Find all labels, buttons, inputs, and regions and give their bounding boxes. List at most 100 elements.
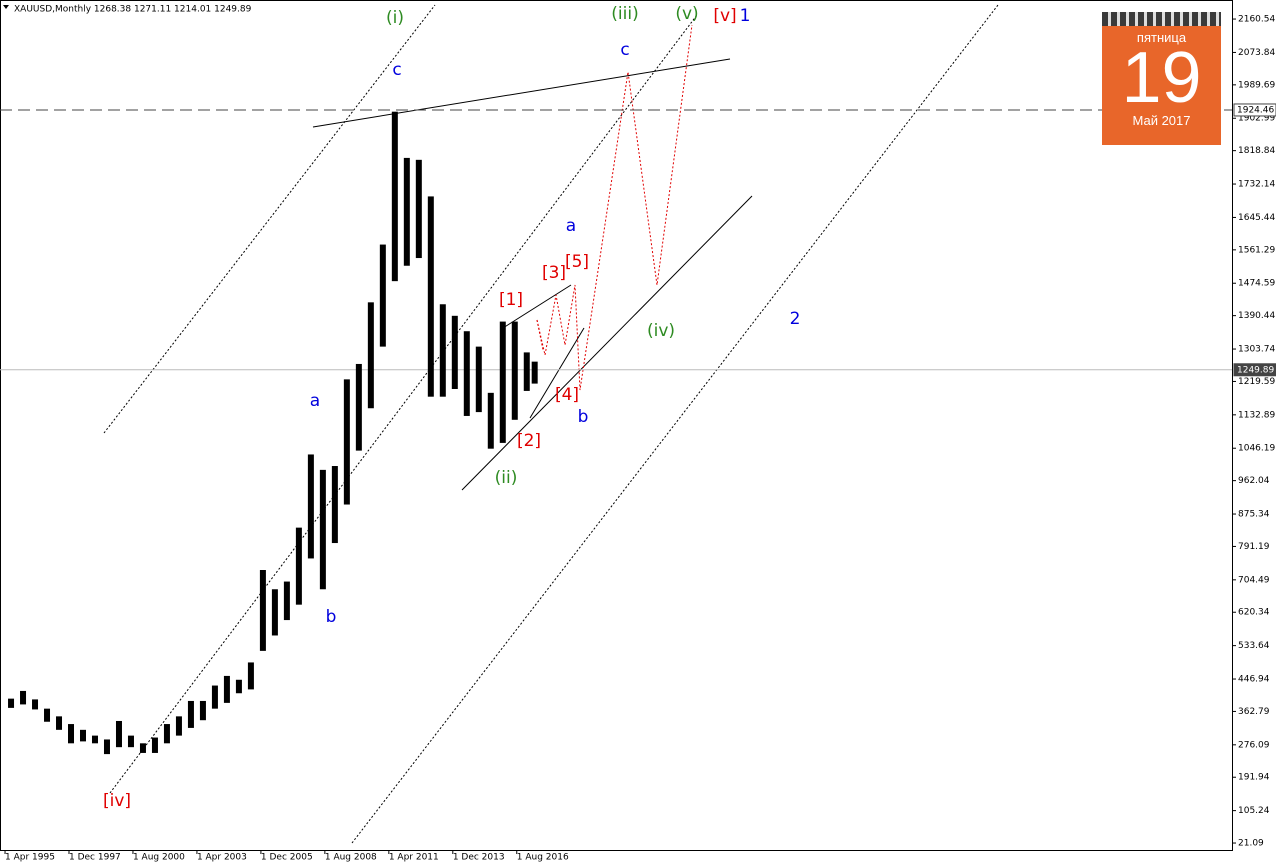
y-tick-label: 1046.19 [1238, 444, 1275, 454]
y-tick-label: 1303.74 [1238, 345, 1275, 355]
y-tick-label: 1902.99 [1238, 114, 1275, 124]
price-bar [91, 735, 98, 744]
wave-label: b [326, 607, 337, 627]
price-bar [151, 737, 158, 753]
y-tick-label: 875.34 [1238, 510, 1270, 520]
price-bar [211, 685, 218, 709]
price-bar [187, 700, 194, 728]
price-label: 1924.46 [1237, 105, 1274, 115]
wave-label: [v] [713, 6, 736, 26]
y-tick-label: 1989.69 [1238, 80, 1275, 90]
price-bar [115, 720, 122, 748]
y-tick-label: 704.49 [1238, 575, 1270, 585]
channel-lines [103, 4, 999, 844]
x-tick-label: 1 Aug 2016 [517, 853, 569, 863]
x-tick-label: 1 Aug 2008 [325, 853, 377, 863]
price-bar [307, 454, 314, 559]
menu-arrow [3, 5, 9, 9]
price-bar [463, 331, 470, 416]
price-bar [247, 662, 254, 690]
price-bar [403, 157, 410, 266]
price-bar [487, 392, 494, 449]
y-tick-label: 1390.44 [1238, 311, 1275, 321]
wave-label: 1 [740, 6, 751, 26]
y-tick-label: 791.19 [1238, 542, 1270, 552]
y-tick-label: 2160.54 [1238, 15, 1275, 25]
price-bar [223, 675, 230, 703]
wave-label: (iii) [611, 4, 638, 24]
projection-path [536, 24, 693, 391]
y-tick-label: 1818.84 [1238, 146, 1275, 156]
price-label: 1249.89 [1237, 365, 1274, 375]
wave-label: [3] [542, 263, 566, 283]
wave-label: (i) [386, 8, 404, 28]
wave-label: 2 [790, 309, 801, 329]
y-tick-label: 1219.59 [1238, 377, 1275, 387]
y-tick-label: 1645.44 [1238, 213, 1275, 223]
calendar-day: 19 [1121, 38, 1202, 118]
price-bar [235, 679, 242, 694]
chart-title: XAUUSD,Monthly 1268.38 1271.11 1214.01 1… [14, 5, 252, 15]
price-bar [20, 690, 27, 705]
y-tick-label: 1132.89 [1238, 410, 1275, 420]
wave-label: (iv) [647, 321, 675, 341]
x-tick-label: 1 Apr 2003 [197, 853, 247, 863]
price-bar [451, 315, 458, 389]
price-bar [127, 735, 134, 748]
wave-label: [iv] [103, 791, 131, 811]
price-bar [523, 352, 530, 391]
y-tick-label: 1474.59 [1238, 279, 1275, 289]
y-tick-label: 1732.14 [1238, 180, 1275, 190]
y-tick-label: 362.79 [1238, 707, 1270, 717]
price-bar [103, 739, 110, 755]
price-bar [319, 469, 326, 590]
y-tick-label: 105.24 [1238, 806, 1270, 816]
x-tick-label: 1 Dec 2005 [261, 853, 313, 863]
trend-lines [312, 58, 753, 491]
wave-label: c [620, 40, 629, 60]
price-bar [367, 302, 374, 409]
price-bar [199, 700, 206, 721]
plot-frame [0, 0, 1233, 851]
x-tick-label: 1 Aug 2000 [133, 853, 185, 863]
price-label-box [1233, 103, 1276, 117]
price-bar [44, 708, 51, 722]
calendar-month: Май 2017 [1132, 113, 1191, 128]
wave-label: a [310, 391, 320, 411]
wave-label: [1] [499, 290, 523, 310]
price-bar [415, 159, 422, 259]
price-bar [343, 379, 350, 505]
price-bar [439, 304, 446, 397]
price-bar [295, 527, 302, 605]
y-tick-label: 620.34 [1238, 608, 1270, 618]
price-bar [271, 589, 278, 636]
price-bar [475, 346, 482, 413]
price-bar [331, 466, 338, 544]
y-tick-label: 21.09 [1238, 839, 1264, 849]
y-tick-label: 446.94 [1238, 675, 1270, 685]
projection-path [536, 319, 544, 351]
x-tick-label: 1 Apr 1995 [5, 853, 55, 863]
x-tick-label: 1 Apr 2011 [389, 853, 439, 863]
price-bar [32, 699, 39, 710]
price-bar [531, 361, 538, 384]
price-bar [391, 111, 398, 282]
x-tick-label: 1 Dec 1997 [69, 853, 121, 863]
calendar-weekday: пятница [1136, 30, 1187, 45]
x-tick-label: 1 Dec 2013 [453, 853, 505, 863]
wave-label: (ii) [495, 468, 518, 488]
price-bar [355, 363, 362, 451]
y-tick-label: 191.94 [1238, 773, 1270, 783]
wave-label: [5] [565, 252, 589, 272]
price-bar [259, 570, 266, 651]
price-bar [511, 321, 518, 420]
price-label-box [1233, 363, 1276, 377]
price-bar [79, 729, 86, 742]
wave-label: a [566, 216, 576, 236]
wave-label: (v) [675, 4, 698, 24]
y-tick-label: 2073.84 [1238, 48, 1275, 58]
price-bar [427, 196, 434, 397]
y-tick-label: 1561.29 [1238, 245, 1275, 255]
